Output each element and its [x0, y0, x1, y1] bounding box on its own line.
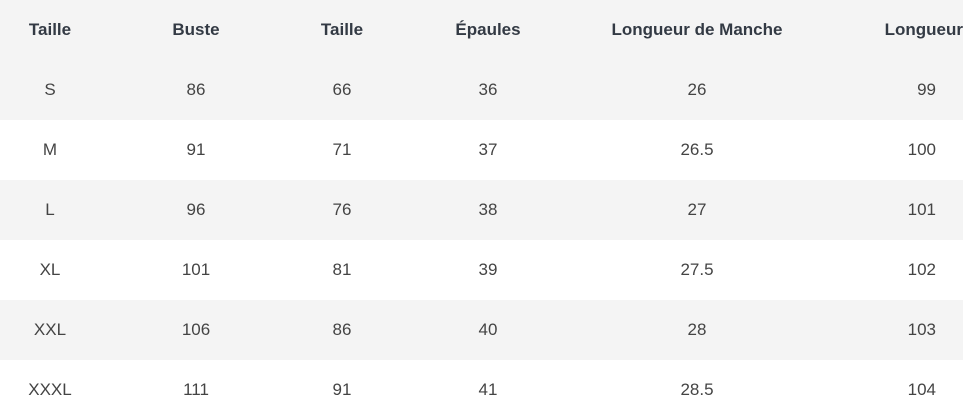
column-header: Taille [28, 20, 72, 39]
table-cell: 27.5 [680, 260, 714, 279]
table-cell: XXL [33, 320, 67, 339]
column-header: Épaules [455, 20, 521, 39]
table-cell: 91 [186, 140, 206, 159]
table-cell: 28 [687, 320, 707, 339]
table-row: S 86 66 36 26 99 [0, 60, 963, 120]
table-cell: 91 [332, 380, 352, 399]
table-cell: 101 [907, 200, 936, 219]
table-cell: 106 [181, 320, 211, 339]
table-cell: XXXL [28, 380, 72, 399]
table-cell: S [44, 80, 56, 99]
table-cell: 26.5 [680, 140, 714, 159]
table-header-row: Taille Buste Taille Épaules Longueur de Manc… [0, 0, 963, 60]
table-cell: 37 [478, 140, 498, 159]
table-cell: 41 [478, 380, 498, 399]
table-cell: 104 [907, 380, 936, 399]
table-cell: 71 [332, 140, 352, 159]
table-cell: 39 [478, 260, 498, 279]
table-cell: 86 [332, 320, 352, 339]
table-cell: 96 [186, 200, 206, 219]
column-header: Longueur de Manche [611, 20, 783, 39]
table-row: L 96 76 38 27 101 [0, 180, 963, 240]
table-cell: 66 [332, 80, 352, 99]
table-cell: 76 [332, 200, 352, 219]
table-cell: 100 [907, 140, 936, 159]
table-cell: 81 [332, 260, 352, 279]
table-row: XXXL 111 91 41 28.5 104 [0, 360, 963, 420]
table-cell: 38 [478, 200, 498, 219]
table-cell: 102 [907, 260, 936, 279]
column-header: Longueur [884, 20, 963, 39]
table-cell: M [42, 140, 58, 159]
table-cell: XL [39, 260, 61, 279]
table-cell: L [45, 200, 55, 219]
table-cell: 101 [181, 260, 211, 279]
table-cell: 103 [907, 320, 936, 339]
table-cell: 99 [917, 80, 936, 99]
table-cell: 27 [687, 200, 707, 219]
table-cell: 40 [478, 320, 498, 339]
table-row: XXL 106 86 40 28 103 [0, 300, 963, 360]
table-row: XL 101 81 39 27.5 102 [0, 240, 963, 300]
table-cell: 26 [687, 80, 707, 99]
table-cell: 86 [186, 80, 206, 99]
table-cell: 36 [478, 80, 498, 99]
column-header: Taille [320, 20, 364, 39]
column-header: Buste [172, 20, 220, 39]
table-cell: 28.5 [680, 380, 714, 399]
table-row: M 91 71 37 26.5 100 [0, 120, 963, 180]
table-cell: 111 [183, 380, 209, 399]
